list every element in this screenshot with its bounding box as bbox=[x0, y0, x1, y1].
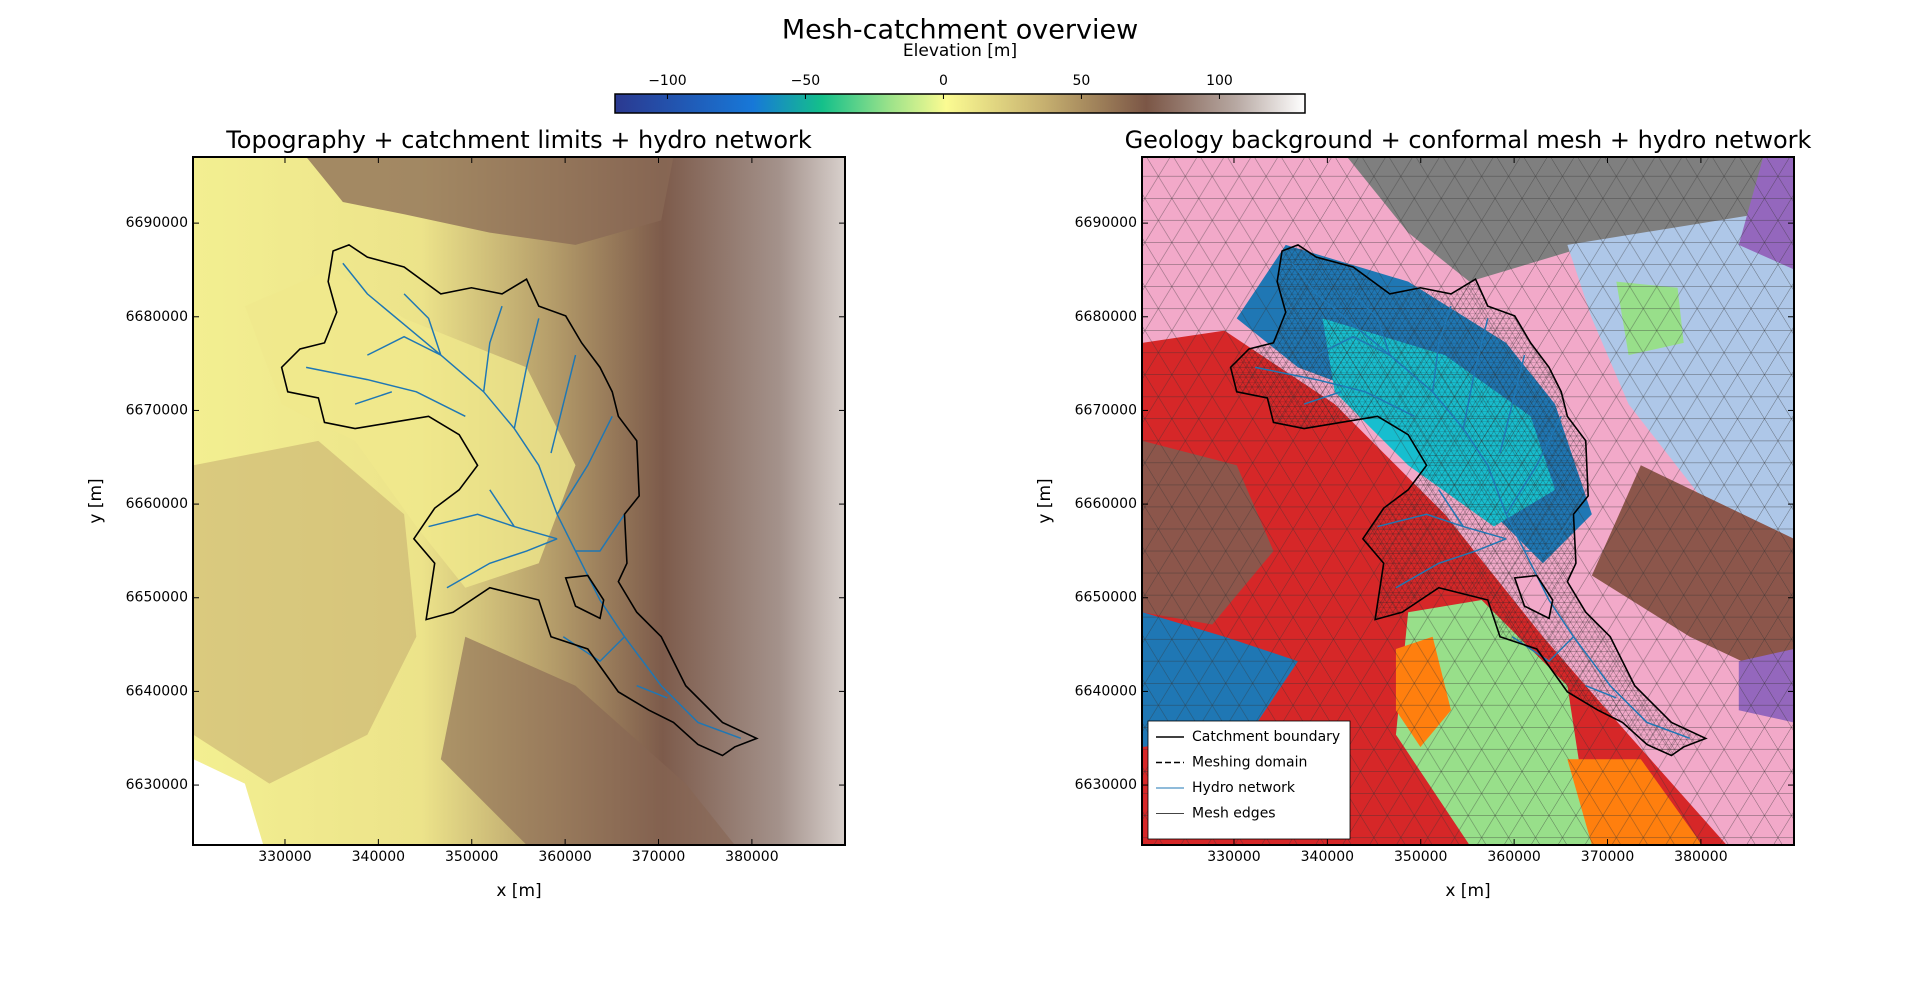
y-tick-label: 6650000 bbox=[126, 590, 188, 606]
y-tick-label: 6660000 bbox=[126, 496, 188, 512]
colorbar-tick-label: 0 bbox=[939, 73, 948, 89]
y-tick-label: 6630000 bbox=[1075, 777, 1137, 793]
y-tick-label: 6640000 bbox=[1075, 683, 1137, 699]
axes-title: Geology background + conformal mesh + hy… bbox=[1125, 126, 1812, 154]
y-tick-label: 6690000 bbox=[126, 215, 188, 231]
x-tick-label: 380000 bbox=[1674, 849, 1727, 865]
nodata bbox=[193, 759, 264, 845]
x-tick-label: 360000 bbox=[538, 849, 591, 865]
x-tick-label: 330000 bbox=[258, 849, 311, 865]
legend-label: Mesh edges bbox=[1192, 806, 1276, 822]
x-tick-label: 370000 bbox=[632, 849, 685, 865]
colorbar-tick-label: 50 bbox=[1073, 73, 1091, 89]
axes-title: Topography + catchment limits + hydro ne… bbox=[225, 126, 812, 154]
axes-frame bbox=[1141, 156, 1795, 846]
geology bbox=[1142, 156, 1794, 845]
y-tick-label: 6690000 bbox=[1075, 215, 1137, 231]
colorbar-tick-label: −100 bbox=[648, 73, 686, 89]
figure-title: Mesh-catchment overview bbox=[782, 15, 1138, 46]
x-tick-label: 380000 bbox=[725, 849, 778, 865]
x-tick-label: 340000 bbox=[1301, 849, 1354, 865]
legend-label: Catchment boundary bbox=[1192, 729, 1340, 745]
y-axis-label: y [m] bbox=[1035, 478, 1055, 523]
x-tick-label: 340000 bbox=[352, 849, 405, 865]
legend-label: Hydro network bbox=[1192, 780, 1296, 796]
topo-relief bbox=[193, 440, 417, 784]
x-tick-label: 350000 bbox=[445, 849, 498, 865]
legend-label: Meshing domain bbox=[1192, 755, 1307, 771]
y-tick-label: 6670000 bbox=[126, 402, 188, 418]
y-tick-label: 6670000 bbox=[1075, 402, 1137, 418]
topography bbox=[193, 156, 845, 845]
y-tick-label: 6680000 bbox=[1075, 309, 1137, 325]
topo-lowland bbox=[244, 269, 576, 588]
y-tick-label: 6640000 bbox=[126, 683, 188, 699]
y-tick-label: 6680000 bbox=[126, 309, 188, 325]
y-tick-label: 6660000 bbox=[1075, 496, 1137, 512]
x-tick-label: 350000 bbox=[1394, 849, 1447, 865]
x-axis-label: x [m] bbox=[1445, 881, 1490, 901]
x-axis-label: x [m] bbox=[496, 881, 541, 901]
colorbar-tick-label: −50 bbox=[791, 73, 821, 89]
legend-box bbox=[1147, 720, 1351, 840]
x-tick-label: 360000 bbox=[1487, 849, 1540, 865]
map-art bbox=[193, 156, 1794, 845]
y-axis-label: y [m] bbox=[86, 478, 106, 523]
colorbar bbox=[614, 93, 1306, 114]
x-tick-label: 370000 bbox=[1581, 849, 1634, 865]
topo-relief bbox=[440, 636, 735, 845]
topo-relief bbox=[306, 156, 674, 245]
y-tick-label: 6630000 bbox=[126, 777, 188, 793]
colorbar-label: Elevation [m] bbox=[903, 41, 1017, 61]
y-tick-label: 6650000 bbox=[1075, 590, 1137, 606]
axes-frame bbox=[192, 156, 846, 846]
x-tick-label: 330000 bbox=[1207, 849, 1260, 865]
colorbar-tick-label: 100 bbox=[1206, 73, 1233, 89]
